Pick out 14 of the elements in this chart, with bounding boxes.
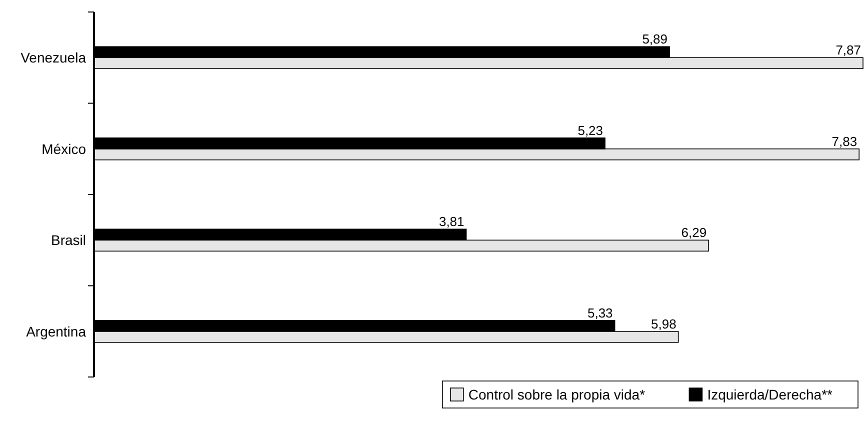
data-label: 5,23	[578, 122, 604, 138]
y-tick-label: México	[42, 140, 86, 157]
legend-label: Izquierda/Derecha**	[707, 386, 834, 402]
data-label: 7,87	[836, 42, 861, 58]
data-label: 3,81	[438, 214, 464, 230]
data-label: 5,98	[651, 316, 676, 332]
y-tick-label: Venezuela	[20, 50, 86, 66]
data-label: 5,33	[587, 305, 613, 320]
y-tick-label: Brasil	[50, 232, 86, 248]
data-label: 6,29	[681, 225, 707, 240]
y-tick-label: Argentina	[26, 323, 86, 340]
data-label: 5,89	[642, 32, 668, 47]
legend-label: Control sobre la propia vida*	[468, 386, 646, 402]
data-label: 7,83	[832, 134, 858, 149]
